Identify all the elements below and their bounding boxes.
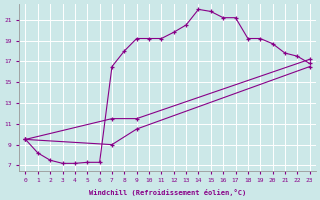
X-axis label: Windchill (Refroidissement éolien,°C): Windchill (Refroidissement éolien,°C) [89, 189, 246, 196]
